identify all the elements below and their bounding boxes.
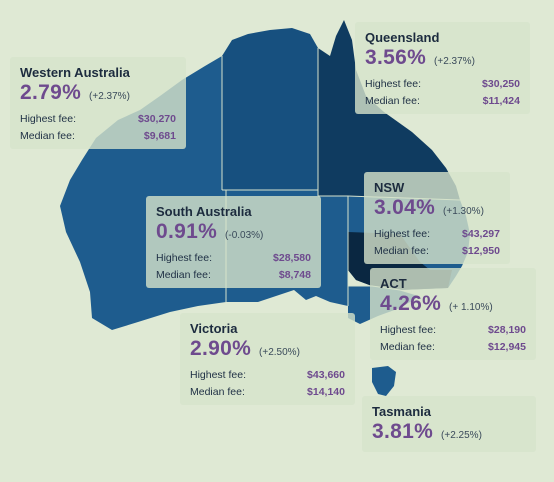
state-name: Western Australia bbox=[20, 65, 130, 80]
state-card-act: ACT 4.26% (+ 1.10%) Highest fee: $28,190 … bbox=[370, 268, 536, 360]
highest-fee-label: Highest fee: bbox=[190, 369, 247, 381]
highest-fee-label: Highest fee: bbox=[365, 78, 422, 90]
median-fee-value: $14,140 bbox=[307, 386, 345, 398]
median-fee-value: $12,950 bbox=[462, 245, 500, 257]
median-fee-value: $11,424 bbox=[482, 95, 520, 107]
state-name: Tasmania bbox=[372, 404, 432, 419]
state-name: NSW bbox=[374, 180, 405, 195]
state-rate: 3.04% bbox=[374, 196, 436, 219]
state-rate: 2.90% bbox=[190, 337, 252, 360]
highest-fee-label: Highest fee: bbox=[374, 228, 431, 240]
state-name: South Australia bbox=[156, 204, 252, 219]
state-rate: 3.56% bbox=[365, 46, 427, 69]
state-rate: 2.79% bbox=[20, 81, 82, 104]
state-card-western-australia: Western Australia 2.79% (+2.37%) Highest… bbox=[10, 57, 186, 149]
state-card-south-australia: South Australia 0.91% (-0.03%) Highest f… bbox=[146, 196, 321, 288]
median-fee-label: Median fee: bbox=[380, 341, 435, 353]
map-region-tasmania[interactable] bbox=[372, 366, 396, 396]
highest-fee-value: $28,190 bbox=[488, 324, 526, 336]
state-name: Queensland bbox=[365, 30, 440, 45]
state-rate: 3.81% bbox=[372, 420, 434, 443]
highest-fee-value: $43,660 bbox=[307, 369, 345, 381]
map-region-queensland[interactable] bbox=[318, 20, 460, 200]
highest-fee-value: $30,270 bbox=[138, 113, 176, 125]
state-card-tasmania: Tasmania 3.81% (+2.25%) bbox=[362, 396, 536, 452]
median-fee-label: Median fee: bbox=[374, 245, 429, 257]
map-region-northern-territory[interactable] bbox=[222, 28, 318, 190]
highest-fee-label: Highest fee: bbox=[156, 252, 213, 264]
median-fee-label: Median fee: bbox=[156, 269, 211, 281]
highest-fee-value: $28,580 bbox=[273, 252, 311, 264]
state-change: (+2.50%) bbox=[259, 347, 300, 358]
median-fee-label: Median fee: bbox=[365, 95, 420, 107]
median-fee-value: $8,748 bbox=[278, 269, 311, 281]
state-rate: 0.91% bbox=[156, 220, 218, 243]
highest-fee-label: Highest fee: bbox=[20, 113, 77, 125]
highest-fee-value: $30,250 bbox=[482, 78, 520, 90]
highest-fee-value: $43,297 bbox=[462, 228, 500, 240]
median-fee-label: Median fee: bbox=[190, 386, 245, 398]
state-change: (+2.25%) bbox=[441, 430, 482, 441]
state-name: ACT bbox=[380, 276, 407, 291]
state-change: (+2.37%) bbox=[89, 91, 130, 102]
state-change: (+1.30%) bbox=[443, 206, 484, 217]
highest-fee-label: Highest fee: bbox=[380, 324, 437, 336]
state-card-nsw: NSW 3.04% (+1.30%) Highest fee: $43,297 M… bbox=[364, 172, 510, 264]
median-fee-value: $12,945 bbox=[488, 341, 526, 353]
state-change: (+ 1.10%) bbox=[449, 302, 493, 313]
state-card-queensland: Queensland 3.56% (+2.37%) Highest fee: $3… bbox=[355, 22, 530, 114]
state-rate: 4.26% bbox=[380, 292, 442, 315]
state-change: (+2.37%) bbox=[434, 56, 475, 67]
median-fee-value: $9,681 bbox=[143, 130, 176, 142]
state-card-victoria: Victoria 2.90% (+2.50%) Highest fee: $43,… bbox=[180, 313, 355, 405]
median-fee-label: Median fee: bbox=[20, 130, 75, 142]
state-name: Victoria bbox=[190, 321, 238, 336]
state-change: (-0.03%) bbox=[225, 230, 264, 241]
